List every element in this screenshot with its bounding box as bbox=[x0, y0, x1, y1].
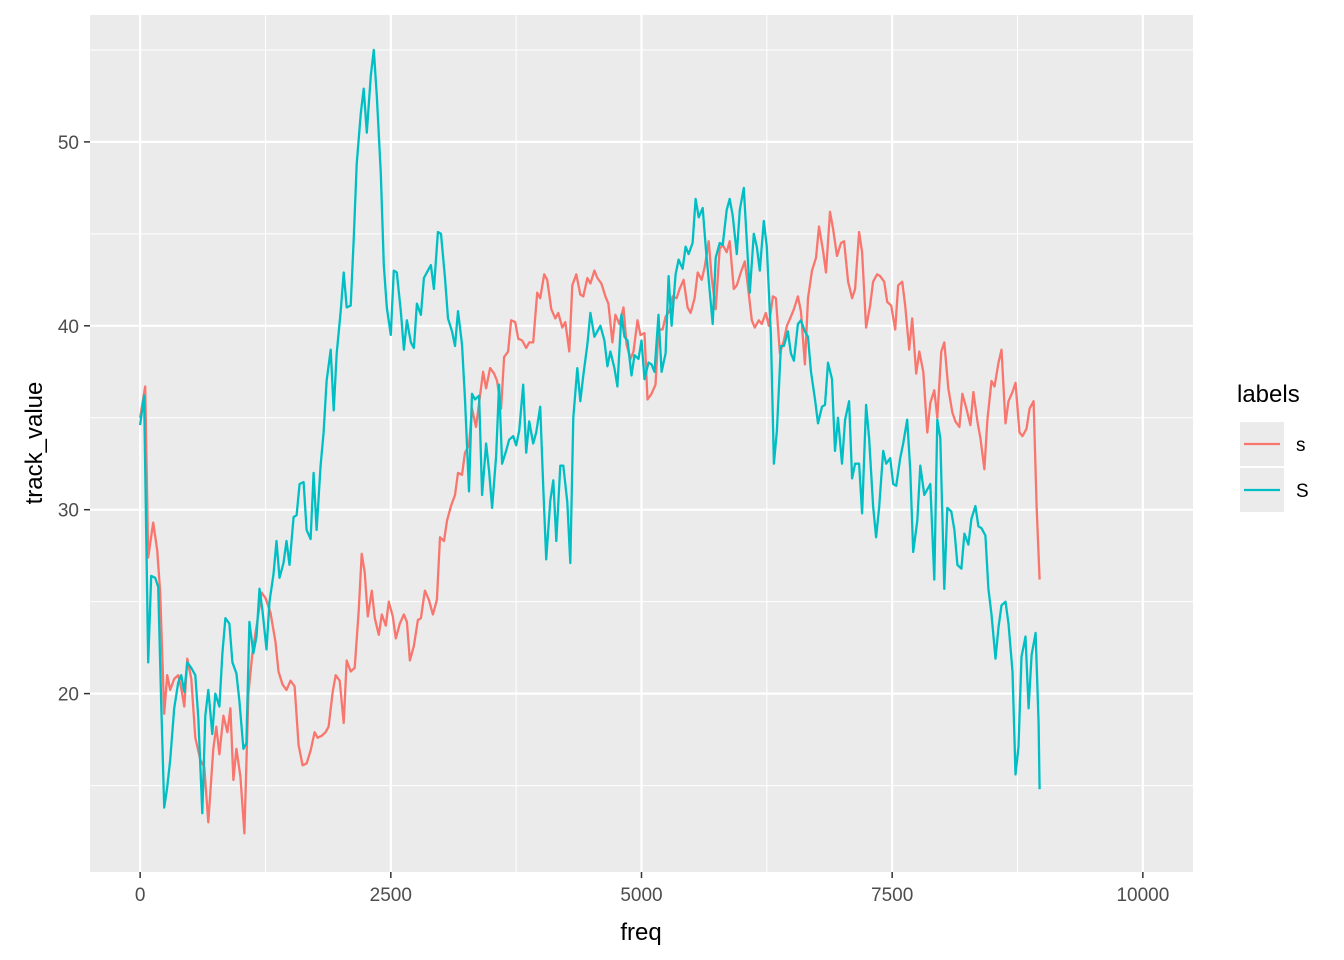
x-tick-label: 7500 bbox=[871, 885, 913, 906]
x-tick-label: 10000 bbox=[1116, 885, 1169, 906]
y-axis: 20 30 40 50 bbox=[58, 133, 90, 706]
legend-label-s: s bbox=[1296, 435, 1306, 456]
x-axis-title: freq bbox=[620, 919, 661, 946]
x-tick-label: 5000 bbox=[620, 885, 662, 906]
major-gridlines bbox=[90, 15, 1193, 872]
series-line-s bbox=[138, 210, 1041, 835]
y-tick-label: 20 bbox=[58, 685, 79, 706]
x-tick-label: 2500 bbox=[370, 885, 412, 906]
legend-title: labels bbox=[1237, 381, 1300, 408]
legend-label-S: S bbox=[1296, 481, 1309, 502]
legend-items: sS bbox=[1240, 422, 1309, 512]
x-axis: 0 2500 5000 7500 10000 bbox=[135, 872, 1169, 906]
y-tick-label: 30 bbox=[58, 501, 79, 522]
y-tick-label: 50 bbox=[58, 133, 79, 154]
legend: labels sS bbox=[1237, 381, 1309, 512]
series-layer bbox=[138, 48, 1041, 835]
y-tick-label: 40 bbox=[58, 317, 79, 338]
y-axis-title: track_value bbox=[21, 382, 48, 505]
series-line-S bbox=[138, 48, 1041, 815]
x-tick-label: 0 bbox=[135, 885, 146, 906]
